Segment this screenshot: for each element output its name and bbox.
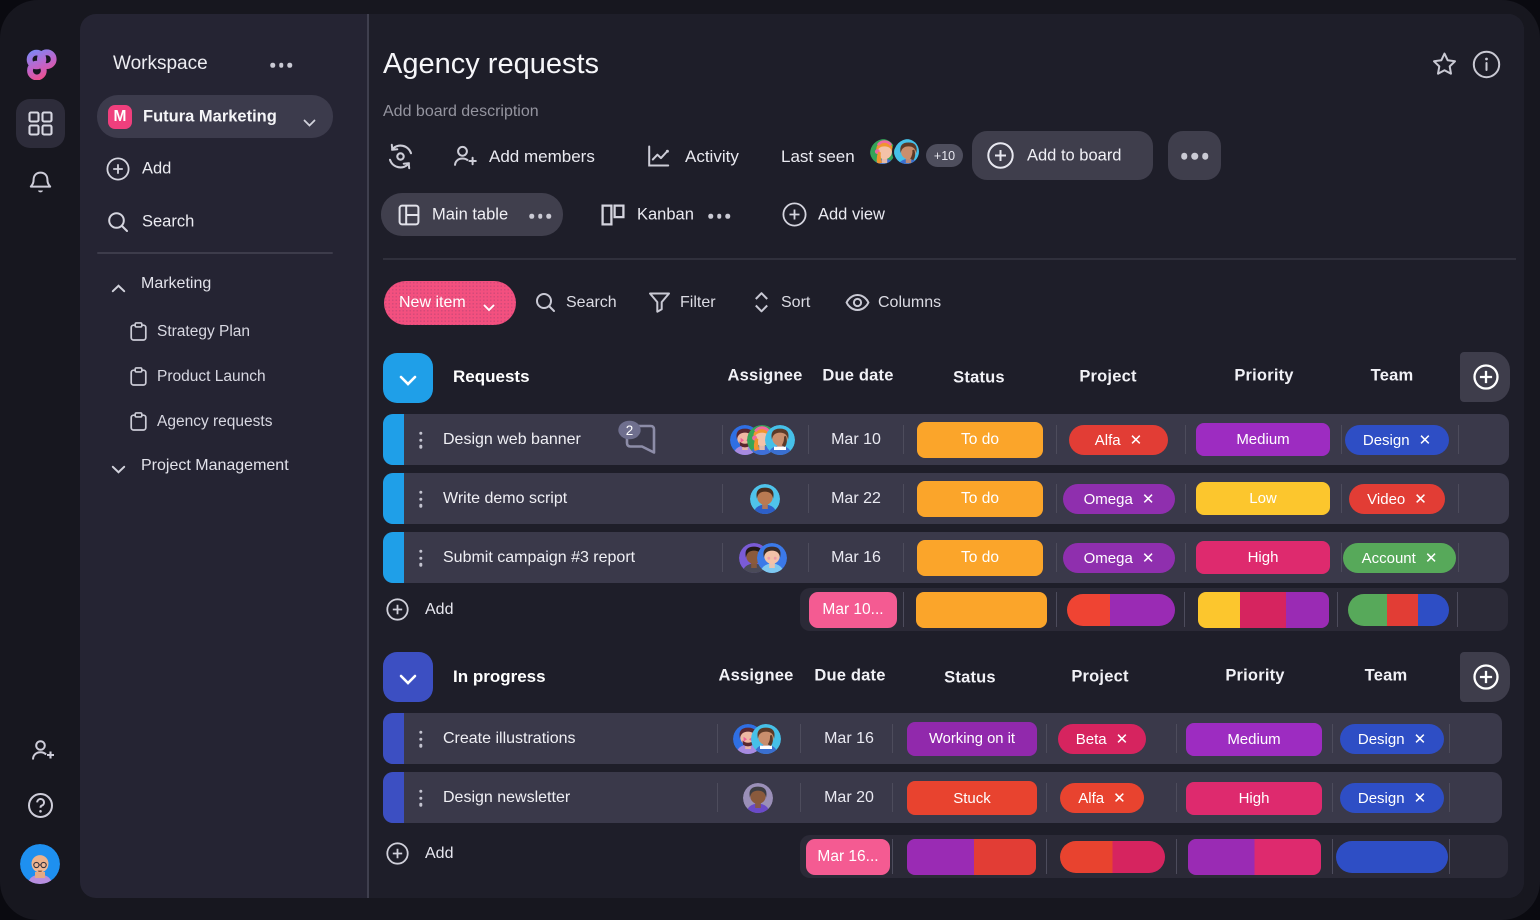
svg-text:2: 2 xyxy=(626,423,634,438)
